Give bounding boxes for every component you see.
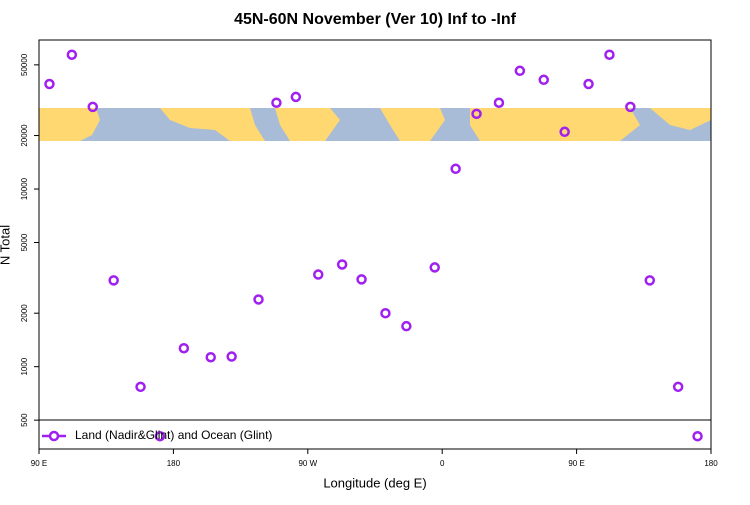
y-tick-label: 2000 [20,304,29,322]
y-tick-label: 10000 [20,177,29,200]
point [313,269,324,280]
plot-frame [38,39,712,450]
point [625,101,636,113]
point [290,91,302,103]
point [336,259,348,270]
y-axis-label: N Total [0,225,12,265]
point [226,351,237,362]
map-strip [39,108,711,141]
point [154,430,166,442]
land [39,108,711,141]
x-tick-label: 90 W [298,459,317,468]
point [66,49,78,60]
point [493,97,505,108]
point [514,65,526,77]
point [692,430,703,442]
point [380,307,391,319]
legend-marker [48,430,60,442]
x-tick-label: 180 [704,459,718,468]
point [178,342,190,354]
y-tick-label: 20000 [20,124,29,147]
point [471,108,482,120]
point [429,262,440,273]
point [644,275,656,286]
x-tick-label: 90 E [568,459,584,468]
y-tick-label: 500 [20,413,29,427]
point [271,97,282,108]
legend-label: Land (Nadir&Glint) and Ocean (Glint) [75,428,272,442]
y-tick-label: 1000 [20,357,29,375]
y-tick-label: 50000 [20,53,29,76]
x-tick-label: 0 [440,459,445,468]
point [135,381,146,393]
point [450,163,461,175]
point [356,274,367,285]
point [583,78,594,90]
y-tick-label: 5000 [20,233,29,251]
point [205,351,216,363]
point [604,49,615,60]
x-axis-label: Longitude (deg E) [323,475,426,490]
point [44,78,55,90]
chart-title: 45N-60N November (Ver 10) Inf to -Inf [234,11,517,28]
x-tick-label: 90 E [31,459,47,468]
point [559,126,570,138]
point [87,101,99,113]
point [672,381,684,393]
point [253,294,264,305]
point [538,74,549,86]
point [108,275,119,286]
point [401,320,412,332]
x-tick-label: 180 [167,459,181,468]
